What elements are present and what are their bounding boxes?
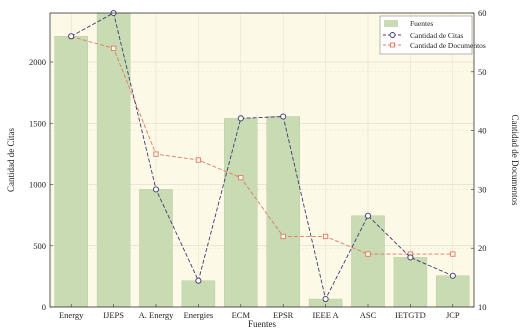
- legend-label-documentos: Cantidad de Documentos: [410, 41, 486, 50]
- x-axis-ticks: Energy IJEPS A. Energy Energies ECM EPSR IEEE …: [59, 304, 460, 320]
- bar-energies: [181, 280, 216, 308]
- point-citas: [449, 272, 456, 279]
- legend-marker-citas: [389, 32, 396, 38]
- point-citas: [195, 277, 202, 284]
- x-tick-label: ECM: [232, 310, 251, 320]
- plot-frame: [49, 12, 475, 308]
- x-tick-label: IEEE A: [312, 310, 339, 320]
- y-tick-label: 0: [42, 302, 46, 312]
- line-citas: [70, 12, 453, 301]
- y-tick-label: 2000: [29, 57, 46, 67]
- y-tick-label: 1500: [29, 118, 46, 128]
- bar-ecm: [224, 118, 258, 308]
- point-documentos: [153, 151, 159, 157]
- bar-ietgtd: [393, 257, 428, 308]
- bar-energy: [54, 36, 88, 308]
- x-tick-label: IJEPS: [103, 310, 124, 320]
- legend-swatch-fuentes: [384, 20, 398, 27]
- right-axis-ticks: 10 20 30 40 50 60: [471, 8, 487, 312]
- bar-a-energy: [139, 189, 173, 308]
- y-axis-title: Cantidad de Citas: [6, 128, 16, 192]
- point-citas: [364, 212, 372, 219]
- y2-tick-label: 30: [478, 184, 487, 194]
- point-documentos: [280, 233, 286, 240]
- x-tick-label: A. Energy: [139, 310, 175, 320]
- point-citas: [407, 254, 414, 261]
- x-tick-label: EPSR: [273, 310, 294, 320]
- bar-jcp: [436, 275, 470, 308]
- x-tick-label: JCP: [446, 310, 460, 320]
- legend-label-fuentes: Fuentes: [410, 19, 433, 28]
- left-axis-ticks: 0 500 1000 1500 2000: [29, 57, 53, 312]
- line-series: [68, 9, 456, 303]
- y2-tick-label: 50: [478, 67, 487, 77]
- y2-tick-label: 10: [478, 302, 487, 312]
- bar-series: [54, 12, 470, 308]
- point-citas: [322, 295, 329, 303]
- legend-marker-documentos: [390, 42, 395, 48]
- y2-tick-label: 60: [478, 8, 487, 18]
- point-documentos: [110, 45, 117, 51]
- point-documentos: [365, 251, 371, 257]
- bar-asc: [351, 215, 385, 308]
- bar-ijeps: [96, 12, 131, 308]
- x-tick-label: Energy: [59, 310, 84, 320]
- point-citas: [237, 115, 244, 122]
- point-documentos: [238, 174, 244, 181]
- legend-label-citas: Cantidad de Citas: [410, 31, 463, 40]
- bar-epsr: [266, 116, 300, 308]
- x-tick-label: ASC: [360, 310, 377, 320]
- legend: Fuentes Cantidad de Citas Cantidad de Do…: [379, 15, 486, 55]
- line-documentos: [71, 36, 453, 255]
- y2-tick-label: 20: [478, 243, 487, 253]
- point-citas: [68, 33, 75, 40]
- y2-axis-title: Cantidad de Documentos: [510, 115, 520, 206]
- y-tick-label: 500: [33, 241, 46, 251]
- x-tick-label: IETGTD: [395, 310, 426, 320]
- point-citas: [280, 113, 287, 120]
- x-axis-title: Fuentes: [248, 319, 276, 329]
- point-documentos: [195, 157, 202, 163]
- y2-tick-label: 40: [478, 126, 487, 136]
- y-tick-label: 1000: [29, 180, 46, 190]
- point-documentos: [322, 233, 329, 240]
- point-documentos: [450, 251, 456, 257]
- point-citas: [152, 186, 160, 193]
- x-tick-label: Energies: [184, 310, 214, 320]
